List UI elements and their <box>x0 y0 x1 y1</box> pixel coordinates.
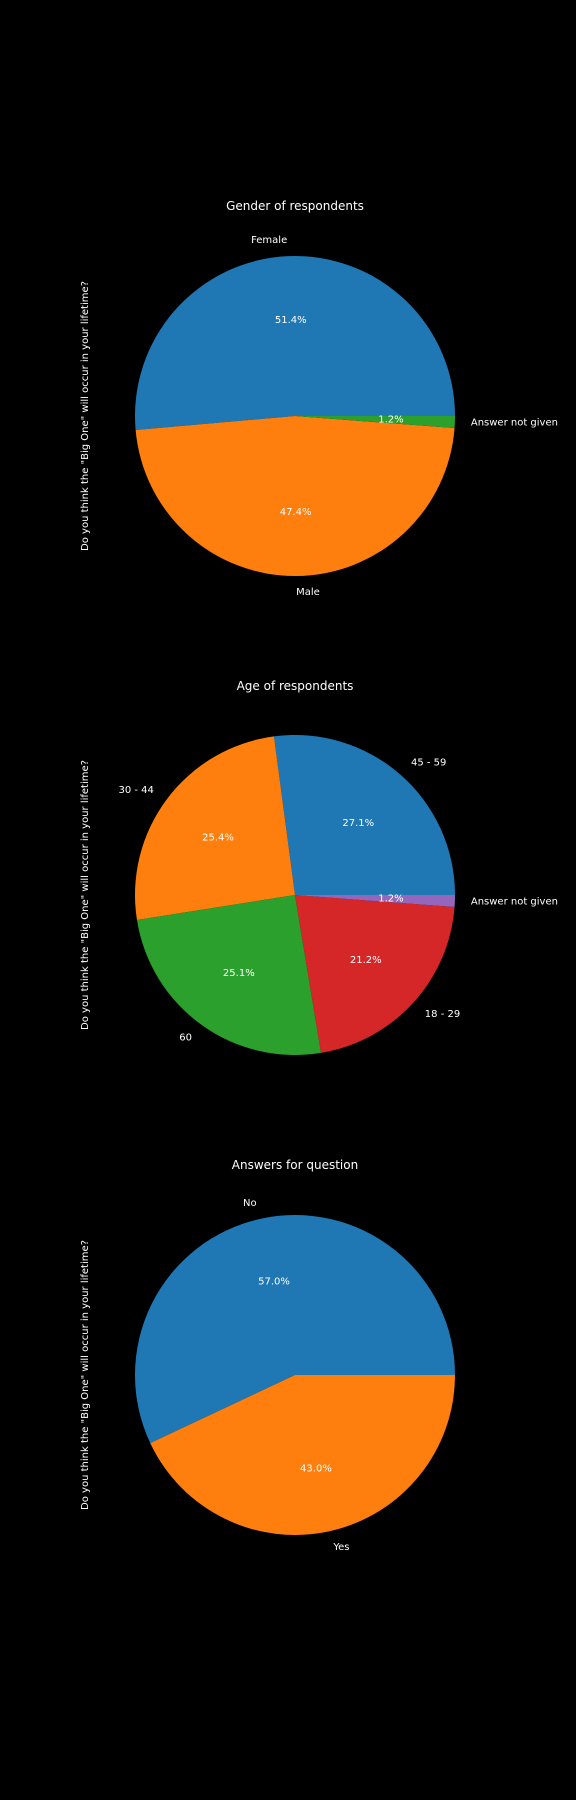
slice-percent-male: 47.4% <box>280 507 312 518</box>
pie-slice-45-59 <box>273 734 455 895</box>
pie-slices <box>135 1214 456 1535</box>
slice-label-18-29: 18 - 29 <box>425 1009 460 1020</box>
pie-slice-60 <box>136 895 322 1055</box>
chart-ylabel: Do you think the "Big One" will occur in… <box>80 281 91 551</box>
pie-slice-answer-not-given <box>295 895 456 908</box>
slice-percent-60: 25.1% <box>223 968 255 979</box>
slice-percent-yes: 43.0% <box>300 1464 332 1475</box>
pie-labels: No 57.0% Yes 43.0% <box>243 1198 350 1553</box>
slice-label-45-59: 45 - 59 <box>411 758 446 769</box>
slice-percent-45-59: 27.1% <box>342 818 374 829</box>
pie-labels: Female 51.4% Male 47.4% Answer not given 1.2% <box>251 235 558 598</box>
pie-slice-female <box>134 255 455 431</box>
slice-label-male: Male <box>296 587 320 598</box>
pie-slice-no <box>135 1214 455 1444</box>
chart-title: Age of respondents <box>237 679 354 693</box>
pie-slice-18-29 <box>295 895 455 1053</box>
pie-slice-30-44 <box>134 736 295 921</box>
slice-percent-no: 57.0% <box>258 1276 290 1287</box>
chart-ylabel: Do you think the "Big One" will occur in… <box>80 760 91 1030</box>
chart-title: Gender of respondents <box>226 199 364 213</box>
pie-chart-gender: Gender of respondents Do you think the "… <box>80 199 558 598</box>
pie-slice-answer-not-given <box>295 416 456 429</box>
slice-percent-female: 51.4% <box>275 315 307 326</box>
slice-label-answer-not-given: Answer not given <box>471 418 558 429</box>
chart-title: Answers for question <box>232 1158 358 1172</box>
slice-label-female: Female <box>251 235 287 246</box>
pie-slices <box>134 255 456 577</box>
pie-slice-male <box>135 416 455 577</box>
slice-label-yes: Yes <box>332 1542 349 1553</box>
slice-percent-answer-not-given: 1.2% <box>378 894 403 905</box>
slice-label-30-44: 30 - 44 <box>118 785 153 796</box>
slice-percent-30-44: 25.4% <box>202 833 234 844</box>
pie-labels: 45 - 59 27.1% 30 - 44 25.4% 60 25.1% 18 - 29 21… <box>118 758 557 1044</box>
slice-label-no: No <box>243 1198 257 1209</box>
pie-chart-age: Age of respondents Do you think the "Big… <box>80 679 558 1055</box>
slice-label-60: 60 <box>179 1033 192 1044</box>
chart-ylabel: Do you think the "Big One" will occur in… <box>80 1240 91 1510</box>
slice-percent-18-29: 21.2% <box>350 955 382 966</box>
slice-label-answer-not-given: Answer not given <box>471 897 558 908</box>
pie-slices <box>134 734 456 1055</box>
slice-percent-answer-not-given: 1.2% <box>378 415 403 426</box>
pie-slice-yes <box>150 1375 456 1535</box>
pie-chart-answers: Answers for question Do you think the "B… <box>80 1158 456 1553</box>
